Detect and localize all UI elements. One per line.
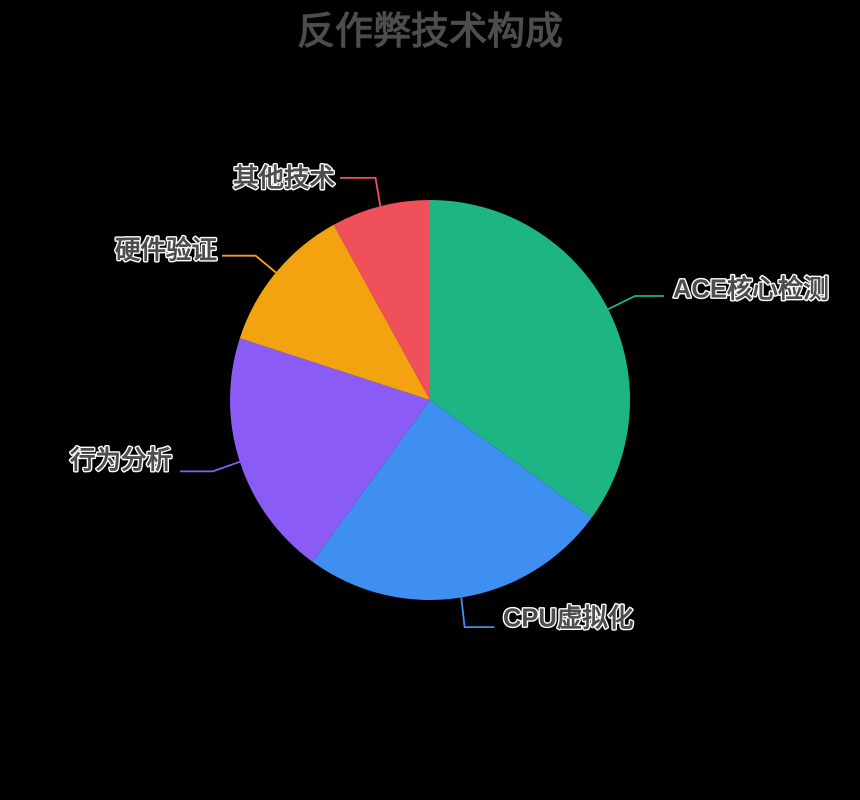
svg-text:硬件验证: 硬件验证 xyxy=(115,236,217,265)
svg-text:其他技术: 其他技术 xyxy=(233,164,336,193)
svg-text:CPU虚拟化: CPU虚拟化 xyxy=(503,605,633,633)
svg-text:ACE核心检测: ACE核心检测 xyxy=(673,275,829,304)
svg-text:行为分析: 行为分析 xyxy=(69,446,172,475)
